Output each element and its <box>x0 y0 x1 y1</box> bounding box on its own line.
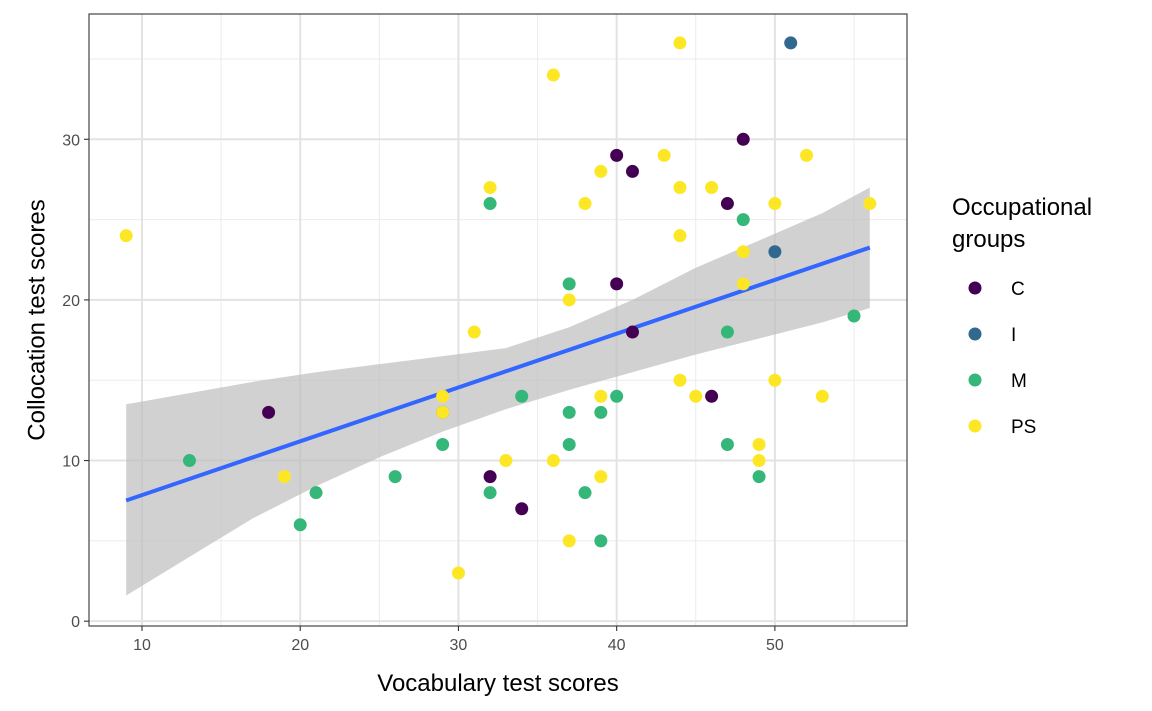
y-axis-title: Collocation test scores <box>23 199 50 440</box>
data-point-ps <box>705 180 719 194</box>
data-point-m <box>388 470 402 484</box>
data-point-ps <box>594 389 608 403</box>
x-tick-label: 20 <box>291 637 309 654</box>
y-tick-label: 0 <box>71 614 80 631</box>
data-point-c <box>720 197 734 211</box>
data-point-m <box>562 437 576 451</box>
data-point-m <box>578 486 592 500</box>
x-axis-title: Vocabulary test scores <box>377 670 618 697</box>
data-point-c <box>610 277 624 291</box>
x-tick-label: 30 <box>450 637 468 654</box>
data-point-m <box>847 309 861 323</box>
data-points <box>119 36 877 580</box>
data-point-c <box>705 389 719 403</box>
data-point-m <box>610 389 624 403</box>
x-tick-label: 40 <box>608 637 626 654</box>
x-axis-ticks: 10 20 30 40 50 <box>133 626 784 654</box>
legend: Occupational groups C I M PS <box>952 194 1092 438</box>
data-point-ps <box>436 405 450 419</box>
data-point-m <box>752 470 766 484</box>
data-point-c <box>483 470 497 484</box>
data-point-ps <box>578 197 592 211</box>
legend-key-i <box>968 327 982 341</box>
data-point-ps <box>673 373 687 387</box>
data-point-ps <box>594 470 608 484</box>
data-point-ps <box>436 389 450 403</box>
y-axis-ticks: 0 10 20 30 <box>62 132 89 631</box>
data-point-m <box>436 437 450 451</box>
confidence-band-area <box>126 187 870 596</box>
data-point-ps <box>815 389 829 403</box>
legend-title-line-2: groups <box>952 226 1025 253</box>
y-tick-label: 10 <box>62 454 80 471</box>
data-point-m <box>562 277 576 291</box>
data-point-ps <box>800 148 814 162</box>
data-point-ps <box>467 325 481 339</box>
data-point-c <box>625 325 639 339</box>
data-point-ps <box>752 437 766 451</box>
data-point-ps <box>451 566 465 580</box>
data-point-ps <box>689 389 703 403</box>
data-point-ps <box>736 277 750 291</box>
data-point-c <box>262 405 276 419</box>
data-point-ps <box>752 454 766 468</box>
data-point-ps <box>562 534 576 548</box>
data-point-i <box>768 245 782 259</box>
data-point-ps <box>594 164 608 178</box>
data-point-ps <box>657 148 671 162</box>
data-point-ps <box>768 373 782 387</box>
legend-title-line-1: Occupational <box>952 194 1092 221</box>
data-point-m <box>736 213 750 227</box>
legend-label-m: M <box>1011 371 1027 392</box>
data-point-ps <box>736 245 750 259</box>
data-point-m <box>182 454 196 468</box>
data-point-m <box>562 405 576 419</box>
data-point-ps <box>673 36 687 50</box>
data-point-ps <box>119 229 133 243</box>
x-tick-label: 50 <box>766 637 784 654</box>
legend-key-ps <box>968 419 982 433</box>
legend-key-m <box>968 373 982 387</box>
data-point-m <box>720 437 734 451</box>
data-point-c <box>610 148 624 162</box>
data-point-ps <box>483 180 497 194</box>
data-point-c <box>515 502 529 516</box>
data-point-ps <box>562 293 576 307</box>
data-point-ps <box>499 454 513 468</box>
data-point-m <box>309 486 323 500</box>
data-point-ps <box>546 454 560 468</box>
data-point-ps <box>863 197 877 211</box>
data-point-ps <box>277 470 291 484</box>
data-point-m <box>293 518 307 532</box>
data-point-ps <box>673 229 687 243</box>
data-point-m <box>720 325 734 339</box>
legend-label-i: I <box>1011 325 1016 346</box>
data-point-ps <box>546 68 560 82</box>
x-tick-label: 10 <box>133 637 151 654</box>
legend-label-c: C <box>1011 279 1025 300</box>
data-point-m <box>483 486 497 500</box>
confidence-band <box>126 187 870 596</box>
data-point-ps <box>768 197 782 211</box>
data-point-m <box>483 197 497 211</box>
y-tick-label: 30 <box>62 132 80 149</box>
data-point-ps <box>673 180 687 194</box>
data-point-i <box>784 36 798 50</box>
y-tick-label: 20 <box>62 293 80 310</box>
legend-key-c <box>968 281 982 295</box>
plot-panel-border <box>88 13 908 627</box>
data-point-m <box>515 389 529 403</box>
data-point-c <box>625 164 639 178</box>
legend-label-ps: PS <box>1011 417 1036 438</box>
data-point-m <box>594 405 608 419</box>
data-point-m <box>594 534 608 548</box>
data-point-c <box>736 132 750 146</box>
